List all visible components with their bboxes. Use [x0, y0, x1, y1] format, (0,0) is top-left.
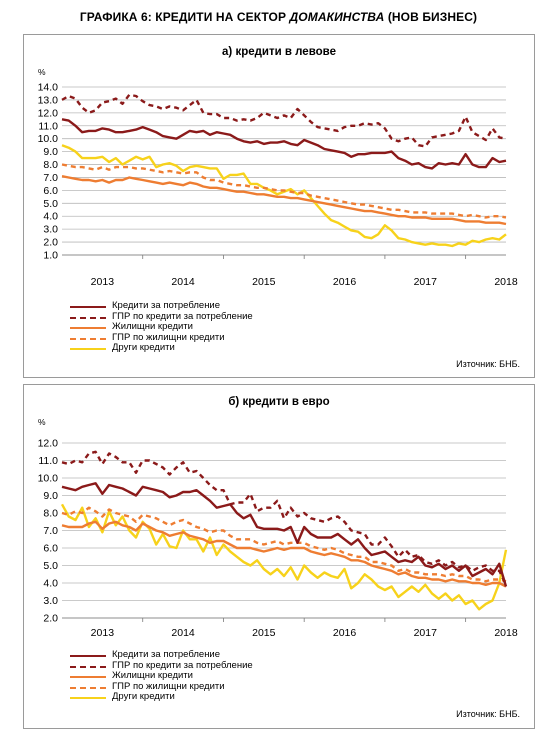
- legend-label: ГПР по кредити за потребление: [112, 310, 253, 322]
- chart-panel-leva: а) кредити в левове % 14.0 13.0 12.0 11.0 10…: [23, 34, 535, 378]
- x-tick-label: 2015: [252, 627, 276, 639]
- legend-label: Кредити за потребление: [112, 300, 221, 311]
- legend-swatch: [70, 676, 106, 679]
- x-tick-label: 2018: [494, 627, 518, 639]
- y-tick-label: 12.0: [38, 107, 59, 119]
- x-tick-label: 2015: [252, 276, 276, 288]
- chart-legend: Кредити за потребление ГПР по кредити за …: [70, 300, 253, 354]
- y-tick-label: 6.0: [43, 543, 58, 555]
- x-tick-label: 2017: [414, 627, 438, 639]
- legend-item: ГПР по кредити за потребление: [70, 310, 253, 323]
- series-line: [60, 503, 508, 611]
- legend-swatch: [70, 316, 106, 319]
- line-chart: 14.013.012.011.010.09.08.07.06.05.04.03.…: [38, 82, 518, 289]
- legend-label: Жилищни кредити: [112, 670, 193, 682]
- y-tick-label: 10.0: [38, 133, 59, 145]
- x-tick-label: 2017: [414, 276, 438, 288]
- legend-item: Други кредити: [70, 343, 253, 354]
- legend-swatch: [70, 348, 106, 351]
- series-line: [61, 175, 507, 226]
- y-tick-label: 14.0: [38, 82, 59, 94]
- y-tick-label: 7.0: [43, 525, 58, 537]
- legend-item: Кредити за потребление: [70, 649, 253, 661]
- y-tick-label: 6.0: [43, 185, 58, 197]
- y-tick-label: 13.0: [38, 94, 59, 106]
- legend-swatch: [70, 327, 106, 330]
- y-tick-label: 8.0: [43, 159, 58, 171]
- y-tick-label: 12.0: [38, 438, 59, 450]
- x-tick-label: 2014: [171, 627, 195, 639]
- legend-item: ГПР по кредити за потребление: [70, 659, 253, 672]
- legend-swatch: [70, 697, 106, 700]
- x-tick-label: 2014: [171, 276, 195, 288]
- chart-title: б) кредити в евро: [228, 396, 330, 408]
- y-tick-label: 1.0: [43, 250, 58, 262]
- series-line: [61, 450, 508, 586]
- series-line: [61, 163, 507, 219]
- series-line: [61, 506, 507, 583]
- legend-item: Кредити за потребление: [70, 300, 253, 312]
- legend-label: Жилищни кредити: [112, 321, 193, 333]
- x-tick-label: 2013: [91, 627, 115, 639]
- legend-label: ГПР по кредити за потребление: [112, 659, 253, 671]
- series-line: [61, 520, 507, 588]
- series-line: [61, 118, 507, 170]
- legend-swatch: [70, 306, 106, 308]
- chart-panel-euro: б) кредити в евро % 12.0 11.0 10.0 9.0 8.0 7.…: [23, 384, 535, 729]
- legend-item: ГПР по жилищни кредити: [70, 331, 253, 344]
- y-tick-label: 2.0: [43, 237, 58, 249]
- legend-label: Кредити за потребление: [112, 649, 221, 660]
- y-tick-label: 7.0: [43, 172, 58, 184]
- legend-swatch: [70, 337, 106, 340]
- x-tick-label: 2013: [91, 276, 115, 288]
- x-tick-label: 2016: [333, 627, 357, 639]
- y-tick-label: 9.0: [43, 490, 58, 502]
- legend-item: Жилищни кредити: [70, 321, 253, 333]
- source-note: Източник: БНБ.: [456, 709, 520, 719]
- y-axis-unit: %: [38, 417, 46, 427]
- x-tick-label: 2018: [494, 276, 518, 288]
- series-line: [61, 144, 507, 248]
- figure-title: ГРАФИКА 6: КРЕДИТИ НА СЕКТОР ДОМАКИНСТВА…: [79, 10, 478, 24]
- y-tick-label: 9.0: [43, 146, 58, 158]
- y-tick-label: 5.0: [43, 560, 58, 572]
- y-tick-label: 10.0: [38, 473, 59, 485]
- y-axis-unit: %: [38, 67, 46, 77]
- y-tick-label: 2.0: [43, 613, 58, 625]
- chart-title: а) кредити в левове: [222, 46, 336, 58]
- legend-label: ГПР по жилищни кредити: [112, 331, 225, 343]
- series-line: [61, 93, 507, 148]
- chart-legend: Кредити за потребление ГПР по кредити за …: [70, 649, 253, 703]
- legend-label: ГПР по жилищни кредити: [112, 680, 225, 692]
- x-tick-label: 2016: [333, 276, 357, 288]
- legend-swatch: [70, 655, 106, 657]
- legend-swatch: [70, 686, 106, 689]
- y-tick-label: 3.0: [43, 224, 58, 236]
- source-note: Източник: БНБ.: [456, 359, 520, 369]
- legend-label: Други кредити: [112, 691, 175, 703]
- line-chart: 12.0 11.0 10.0 9.0 8.0 7.0 6.0 5.0 4.0 3.0 2.0 2013…: [38, 438, 518, 640]
- y-tick-label: 3.0: [43, 595, 58, 607]
- y-tick-label: 4.0: [43, 578, 58, 590]
- legend-item: ГПР по жилищни кредити: [70, 680, 253, 693]
- y-tick-label: 4.0: [43, 211, 58, 223]
- series-line: [61, 482, 508, 587]
- legend-label: Други кредити: [112, 342, 175, 354]
- y-tick-label: 8.0: [43, 508, 58, 520]
- y-tick-label: 5.0: [43, 198, 58, 210]
- legend-item: Жилищни кредити: [70, 670, 253, 682]
- legend-swatch: [70, 665, 106, 668]
- legend-item: Други кредити: [70, 692, 253, 703]
- y-tick-label: 11.0: [38, 455, 58, 467]
- y-tick-label: 11.0: [38, 120, 58, 132]
